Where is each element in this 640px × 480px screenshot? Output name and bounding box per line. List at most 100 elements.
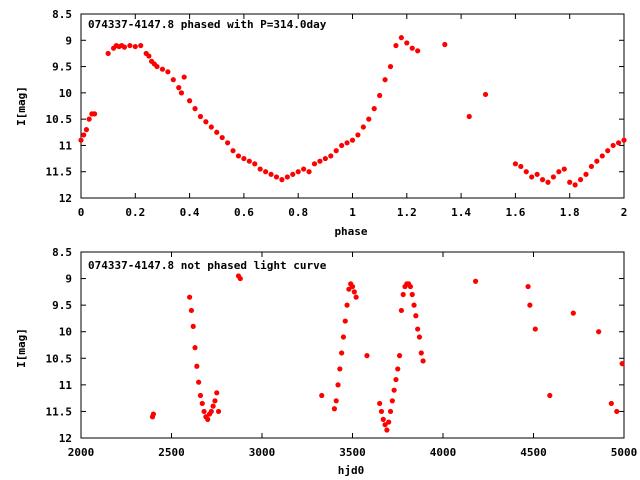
phased-data-point [301,166,307,172]
phased-data-point [415,48,421,54]
phased-x-tick-label: 0 [78,206,85,219]
phased-data-point [127,42,133,49]
phased-y-axis-title: I[mag] [15,86,28,126]
unphased-chart-title: 074337-4147.8 not phased light curve [88,259,327,272]
unphased-data-point [339,350,345,356]
phased-data-point [225,140,231,146]
unphased-data-point [420,358,426,364]
phased-data-point [268,171,274,177]
phased-data-point [523,169,529,175]
phased-data-point [91,111,98,117]
phased-data-point [539,177,546,183]
phased-data-point [306,169,312,175]
phased-x-tick-label: 0.8 [288,206,308,219]
unphased-data-point [192,345,198,351]
unphased-data-point [472,278,479,284]
phased-chart-title: 074337-4147.8 phased with P=314.0day [88,18,327,31]
phased-data-point [230,148,236,154]
unphased-data-point [342,318,348,324]
unphased-data-point [190,323,196,329]
phased-data-point [273,174,280,180]
phased-data-point [328,153,334,159]
phased-data-point [512,161,519,167]
unphased-data-point [349,283,356,290]
unphased-x-tick-label: 5000 [611,446,638,459]
phased-data-point [398,35,404,41]
unphased-data-point [398,307,404,314]
phased-data-point [105,50,111,57]
phased-data-point [404,40,410,46]
unphased-data-point [527,302,533,308]
unphased-y-tick-label: 10 [59,326,72,339]
unphased-data-point [337,366,343,372]
unphased-data-point [201,408,207,415]
phased-data-point [529,174,535,180]
phased-data-point [339,142,345,149]
phased-data-point [349,137,356,143]
phased-data-point [192,106,198,112]
phased-data-point [355,132,361,138]
unphased-data-point [596,329,602,335]
phased-data-point [246,158,252,164]
phased-data-point [344,140,350,146]
unphased-data-point [409,291,415,298]
unphased-data-point [393,376,399,383]
phased-y-tick-label: 11.5 [46,166,73,179]
phased-data-point [577,177,584,183]
unphased-data-point [346,286,352,292]
unphased-data-point [547,392,553,399]
phased-data-point [409,45,415,51]
phased-data-point [567,179,573,185]
unphased-data-point [215,408,222,415]
unphased-data-point [411,302,417,308]
unphased-data-point [532,326,538,332]
phased-data-point [615,140,622,146]
unphased-y-tick-label: 10.5 [46,352,73,365]
unphased-data-point [353,294,359,300]
phased-data-point [170,77,176,83]
phased-data-point [187,98,193,104]
unphased-data-point [382,422,388,428]
phased-y-tick-label: 12 [59,192,72,205]
phased-data-point [534,171,540,177]
unphased-data-point [395,366,401,372]
phased-x-tick-label: 2 [621,206,628,219]
phased-data-point [132,43,138,50]
phased-data-point [442,41,448,48]
phased-data-point [197,113,204,120]
phased-data-point [257,166,263,172]
phased-data-point [214,129,220,135]
phased-data-point [81,132,87,138]
unphased-data-point [208,408,214,415]
unphased-data-point [340,334,347,340]
phased-data-point [333,148,339,154]
phased-x-tick-label: 1.6 [505,206,525,219]
unphased-data-point [335,382,341,388]
phased-y-tick-label: 9 [65,34,72,47]
phased-data-point [482,91,489,98]
unphased-data-point [387,408,394,415]
phased-data-point [159,66,166,72]
unphased-x-axis-title: hjd0 [338,464,365,477]
unphased-y-tick-label: 12 [59,432,72,445]
phased-data-point [360,124,366,130]
unphased-data-point [377,400,383,407]
phased-y-tick-label: 9.5 [52,61,72,74]
phased-data-point [252,161,258,167]
unphased-data-point [150,411,156,417]
phased-data-point [572,182,578,188]
phased-plot-frame [80,13,625,199]
phased-x-tick-label: 0.6 [234,206,254,219]
unphased-data-point [196,379,202,385]
unphased-y-tick-label: 11 [59,379,73,392]
unphased-data-point [413,313,419,319]
unphased-data-point [378,408,385,415]
phased-data-point [284,174,290,180]
unphased-data-point [319,392,325,399]
unphased-data-point [389,398,395,404]
phased-data-point [178,90,185,96]
unphased-y-tick-label: 9.5 [52,299,72,312]
phased-data-point [176,85,182,91]
phased-data-point [605,148,611,154]
phased-data-point [377,92,383,99]
